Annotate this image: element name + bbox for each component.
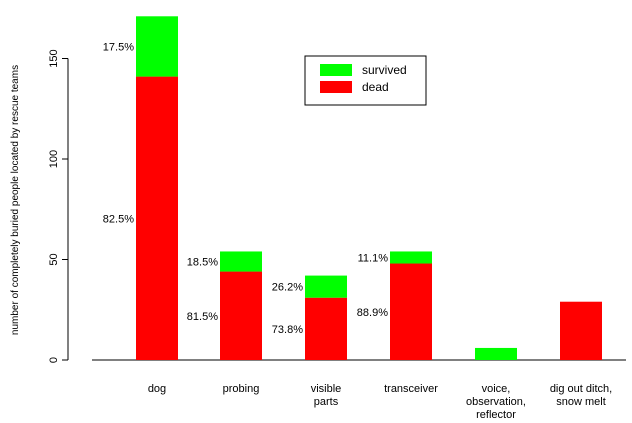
y-axis-title: number of completely buried people locat…	[10, 65, 21, 335]
bar-survived	[390, 251, 432, 264]
percent-label-survived: 26.2%	[272, 282, 303, 294]
bar-dead	[305, 297, 347, 360]
bar-survived	[305, 275, 347, 298]
y-tick-label: 0	[48, 357, 60, 363]
category-label: dig out ditch, snow melt	[550, 383, 612, 408]
category-label: probing	[223, 383, 260, 395]
y-tick-label: 100	[48, 150, 60, 168]
bar-survived	[220, 251, 262, 272]
percent-label-dead: 82.5%	[103, 213, 134, 225]
legend-swatch-dead	[320, 81, 352, 93]
percent-label-survived: 18.5%	[187, 257, 218, 269]
bar-dead	[560, 301, 602, 360]
y-tick-label: 50	[48, 253, 60, 265]
bar-dead	[220, 271, 262, 360]
category-label: dog	[148, 383, 166, 395]
y-tick-label: 150	[48, 49, 60, 67]
bar-dead	[136, 76, 178, 360]
y-axis: 0 50 100 150	[48, 49, 69, 363]
category-label: visible parts	[311, 383, 342, 408]
legend: survived dead	[304, 55, 427, 106]
legend-label-dead: dead	[362, 80, 389, 94]
bar-dead	[390, 263, 432, 360]
percent-labels: 17.5% 82.5% 18.5% 81.5% 26.2% 73.8% 11.1% 88.9%	[103, 41, 388, 335]
legend-box	[304, 55, 427, 106]
percent-label-survived: 11.1%	[358, 252, 389, 264]
category-label: transceiver	[384, 383, 438, 395]
category-labels: dog probing visible parts transceiver voice, o…	[148, 383, 612, 421]
percent-label-dead: 73.8%	[272, 324, 303, 336]
bar-survived	[136, 16, 178, 77]
bars	[136, 16, 602, 360]
percent-label-survived: 17.5%	[103, 41, 134, 53]
category-label: voice, observation, reflector	[466, 383, 526, 421]
percent-label-dead: 81.5%	[187, 311, 218, 323]
legend-label-survived: survived	[362, 63, 407, 77]
legend-swatch-survived	[320, 64, 352, 76]
bar-survived	[475, 347, 517, 360]
percent-label-dead: 88.9%	[357, 307, 388, 319]
